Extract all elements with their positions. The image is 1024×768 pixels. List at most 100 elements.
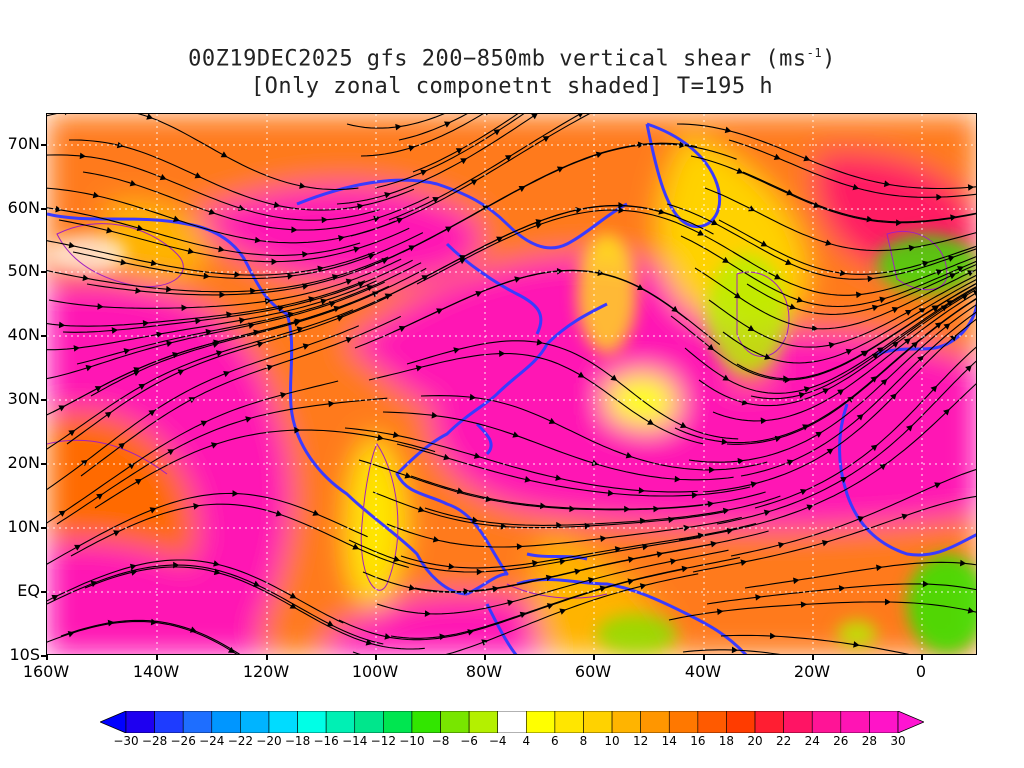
streamline-arrow — [195, 317, 202, 325]
streamline-arrow — [493, 129, 501, 136]
streamline-arrow — [871, 353, 879, 360]
streamline-arrow — [760, 240, 768, 247]
streamline-arrow — [460, 158, 468, 165]
streamline-arrow — [239, 317, 246, 324]
streamline-arrow — [85, 364, 93, 372]
streamline-arrow — [220, 151, 228, 158]
streamline-arrow — [577, 371, 585, 378]
colorbar-swatch — [411, 711, 441, 733]
streamline-arrow — [891, 306, 899, 314]
streamline-arrow — [697, 532, 705, 540]
streamline-arrow — [674, 475, 681, 483]
streamline-arrow — [321, 216, 328, 224]
streamline-arrow — [320, 298, 328, 305]
streamline-arrow — [826, 448, 834, 455]
streamline-arrow — [559, 608, 567, 615]
streamline-arrow — [600, 535, 607, 542]
streamline-arrow — [773, 153, 781, 160]
streamline-arrow — [398, 325, 406, 332]
streamline-arrow — [142, 320, 150, 327]
streamline-arrow — [68, 241, 76, 249]
streamline-arrow — [934, 482, 942, 489]
colorbar-swatch — [297, 711, 327, 733]
longitude-tick — [484, 655, 486, 660]
colorbar-swatch — [240, 711, 270, 733]
streamline — [47, 280, 377, 351]
streamline-arrow — [783, 375, 790, 382]
streamline-arrow — [639, 583, 647, 590]
streamline-arrow — [203, 272, 210, 280]
streamline-arrow — [930, 385, 938, 393]
streamline-arrow — [326, 620, 334, 627]
streamline-arrow — [499, 350, 506, 357]
latitude-label: 40N — [7, 325, 40, 344]
streamline-arrow — [642, 543, 649, 551]
streamline-arrow — [470, 179, 478, 186]
streamline-arrow — [731, 646, 739, 654]
streamline-arrow — [800, 488, 807, 496]
streamline-arrow — [473, 452, 481, 459]
streamline-arrow — [289, 602, 297, 609]
colorbar-label: 28 — [861, 734, 878, 748]
streamline-arrow — [79, 152, 87, 160]
longitude-tick — [593, 655, 595, 660]
streamline-arrow — [58, 321, 66, 329]
streamline-arrow — [146, 114, 154, 120]
colorbar-label: 20 — [747, 734, 763, 748]
streamline-arrow — [420, 169, 428, 176]
streamline-arrow — [840, 476, 848, 483]
streamline-arrow — [918, 308, 926, 315]
streamline-arrow — [357, 203, 364, 210]
streamline-arrow — [456, 487, 464, 495]
streamline-arrow — [150, 259, 158, 267]
streamline-arrow — [806, 504, 814, 511]
streamline — [47, 187, 396, 244]
colorbar-label: 6 — [551, 734, 559, 748]
streamline-arrow — [911, 341, 919, 349]
streamline-arrow — [252, 580, 260, 587]
latitude-tick — [41, 208, 46, 210]
streamline-arrow — [215, 350, 223, 357]
streamline — [704, 187, 976, 252]
streamline-arrow — [58, 405, 66, 412]
colorbar-label: −22 — [227, 734, 254, 748]
streamline-arrow — [51, 594, 59, 601]
colorbar-swatch — [154, 711, 184, 733]
streamline-arrow — [223, 370, 230, 378]
streamline — [47, 281, 385, 380]
streamline-arrow — [404, 472, 412, 479]
streamline — [62, 259, 413, 333]
streamline — [390, 556, 741, 639]
streamline — [86, 234, 437, 296]
streamline-arrow — [793, 577, 800, 585]
streamline — [706, 583, 976, 605]
colorbar-swatch — [840, 711, 870, 733]
streamline-arrow — [90, 580, 98, 588]
streamline-arrow — [532, 559, 539, 567]
latitude-label: 60N — [7, 198, 40, 217]
colorbar-swatch — [497, 711, 527, 733]
longitude-label: 40W — [684, 662, 722, 681]
latitude-tick — [41, 144, 46, 146]
streamline-arrow — [205, 328, 213, 336]
streamline-arrow — [367, 253, 375, 260]
colorbar-label: 4 — [522, 734, 531, 748]
streamline-arrow — [697, 229, 705, 236]
streamline-arrow — [556, 166, 564, 173]
streamline-arrow — [857, 516, 865, 523]
streamline-arrow — [883, 180, 891, 188]
colorbar-swatch — [640, 711, 670, 733]
latitude-tick — [41, 527, 46, 529]
colorbar-swatch — [726, 711, 756, 733]
streamline-arrow — [415, 365, 423, 372]
colorbar-label: 8 — [579, 734, 588, 748]
streamline-arrow — [280, 392, 287, 399]
streamline-arrow — [299, 182, 306, 189]
streamline — [400, 522, 757, 569]
streamline-arrow — [903, 338, 911, 345]
streamline-arrow — [763, 509, 771, 517]
streamline-arrow — [208, 208, 216, 215]
streamline-arrow — [432, 536, 440, 543]
streamline-arrow — [357, 281, 365, 288]
streamline-arrow — [266, 364, 274, 371]
